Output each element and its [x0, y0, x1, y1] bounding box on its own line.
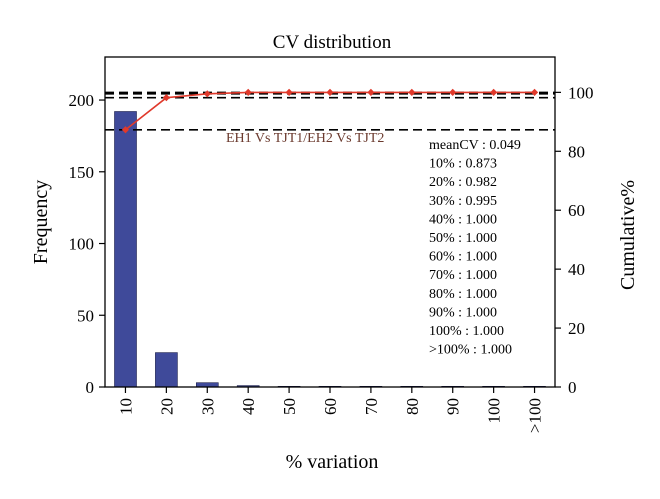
x-tick-label: 60: [321, 398, 340, 415]
cumulative-point-4: [244, 88, 252, 96]
stats-line: 90% : 1.000: [429, 305, 497, 320]
stats-line: 100% : 1.000: [429, 324, 504, 339]
x-axis-label: % variation: [286, 451, 379, 473]
cumulative-point-10: [490, 88, 498, 96]
chart-title: CV distribution: [273, 32, 392, 53]
y2-tick-label: 80: [568, 142, 585, 161]
bar-2: [155, 352, 178, 388]
y-tick-label: 0: [86, 378, 95, 397]
stats-line: >100% : 1.000: [429, 343, 512, 358]
x-tick-label: 30: [198, 398, 217, 415]
y2-axis-label: Cumulative%: [617, 180, 639, 290]
y-tick-label: 200: [69, 91, 95, 110]
stats-line: 30% : 0.995: [429, 194, 497, 209]
cumulative-point-6: [326, 88, 334, 96]
cumulative-point-5: [285, 88, 293, 96]
x-tick-label: 20: [157, 398, 176, 415]
x-tick-label: 40: [239, 398, 258, 415]
stats-line: 70% : 1.000: [429, 268, 497, 283]
stats-line: 60% : 1.000: [429, 250, 497, 265]
x-tick-label: 100: [485, 398, 504, 424]
x-tick-label: 80: [403, 398, 422, 415]
stats-line: 50% : 1.000: [429, 231, 497, 246]
cumulative-point-9: [449, 88, 457, 96]
y-tick-label: 100: [69, 235, 95, 254]
stats-line: 10% : 0.873: [429, 157, 497, 172]
bar-1: [114, 111, 137, 388]
x-tick-label: 90: [444, 398, 463, 415]
y2-tick-label: 20: [568, 319, 585, 338]
x-tick-label: 10: [117, 398, 136, 415]
y2-tick-label: 60: [568, 201, 585, 220]
y-tick-label: 50: [77, 306, 94, 325]
cumulative-point-1: [121, 126, 130, 134]
stats-line: 20% : 0.982: [429, 175, 497, 190]
x-tick-label: 70: [362, 398, 381, 415]
x-tick-label: >100: [526, 398, 545, 433]
cumulative-point-11: [530, 88, 539, 96]
y2-tick-label: 0: [568, 378, 577, 397]
cumulative-point-8: [408, 88, 416, 96]
x-tick-label: 50: [280, 398, 299, 415]
y-tick-label: 150: [69, 163, 95, 182]
plot-area: 0 50 100 150 200 0 20 40 60 80 100 10 20 30 40 50 60 70 80…: [69, 56, 594, 433]
comparison-annotation: EH1 Vs TJT1/EH2 Vs TJT2: [226, 131, 384, 146]
stats-line: 80% : 1.000: [429, 287, 497, 302]
cumulative-point-7: [367, 88, 375, 96]
cumulative-point-2: [162, 94, 170, 102]
y2-tick-label: 100: [568, 83, 594, 102]
cumulative-point-3: [203, 90, 211, 98]
y-axis-label: Frequency: [30, 180, 52, 264]
stats-line: meanCV : 0.049: [429, 138, 521, 153]
y2-tick-label: 40: [568, 260, 585, 279]
stats-line: 40% : 1.000: [429, 212, 497, 227]
